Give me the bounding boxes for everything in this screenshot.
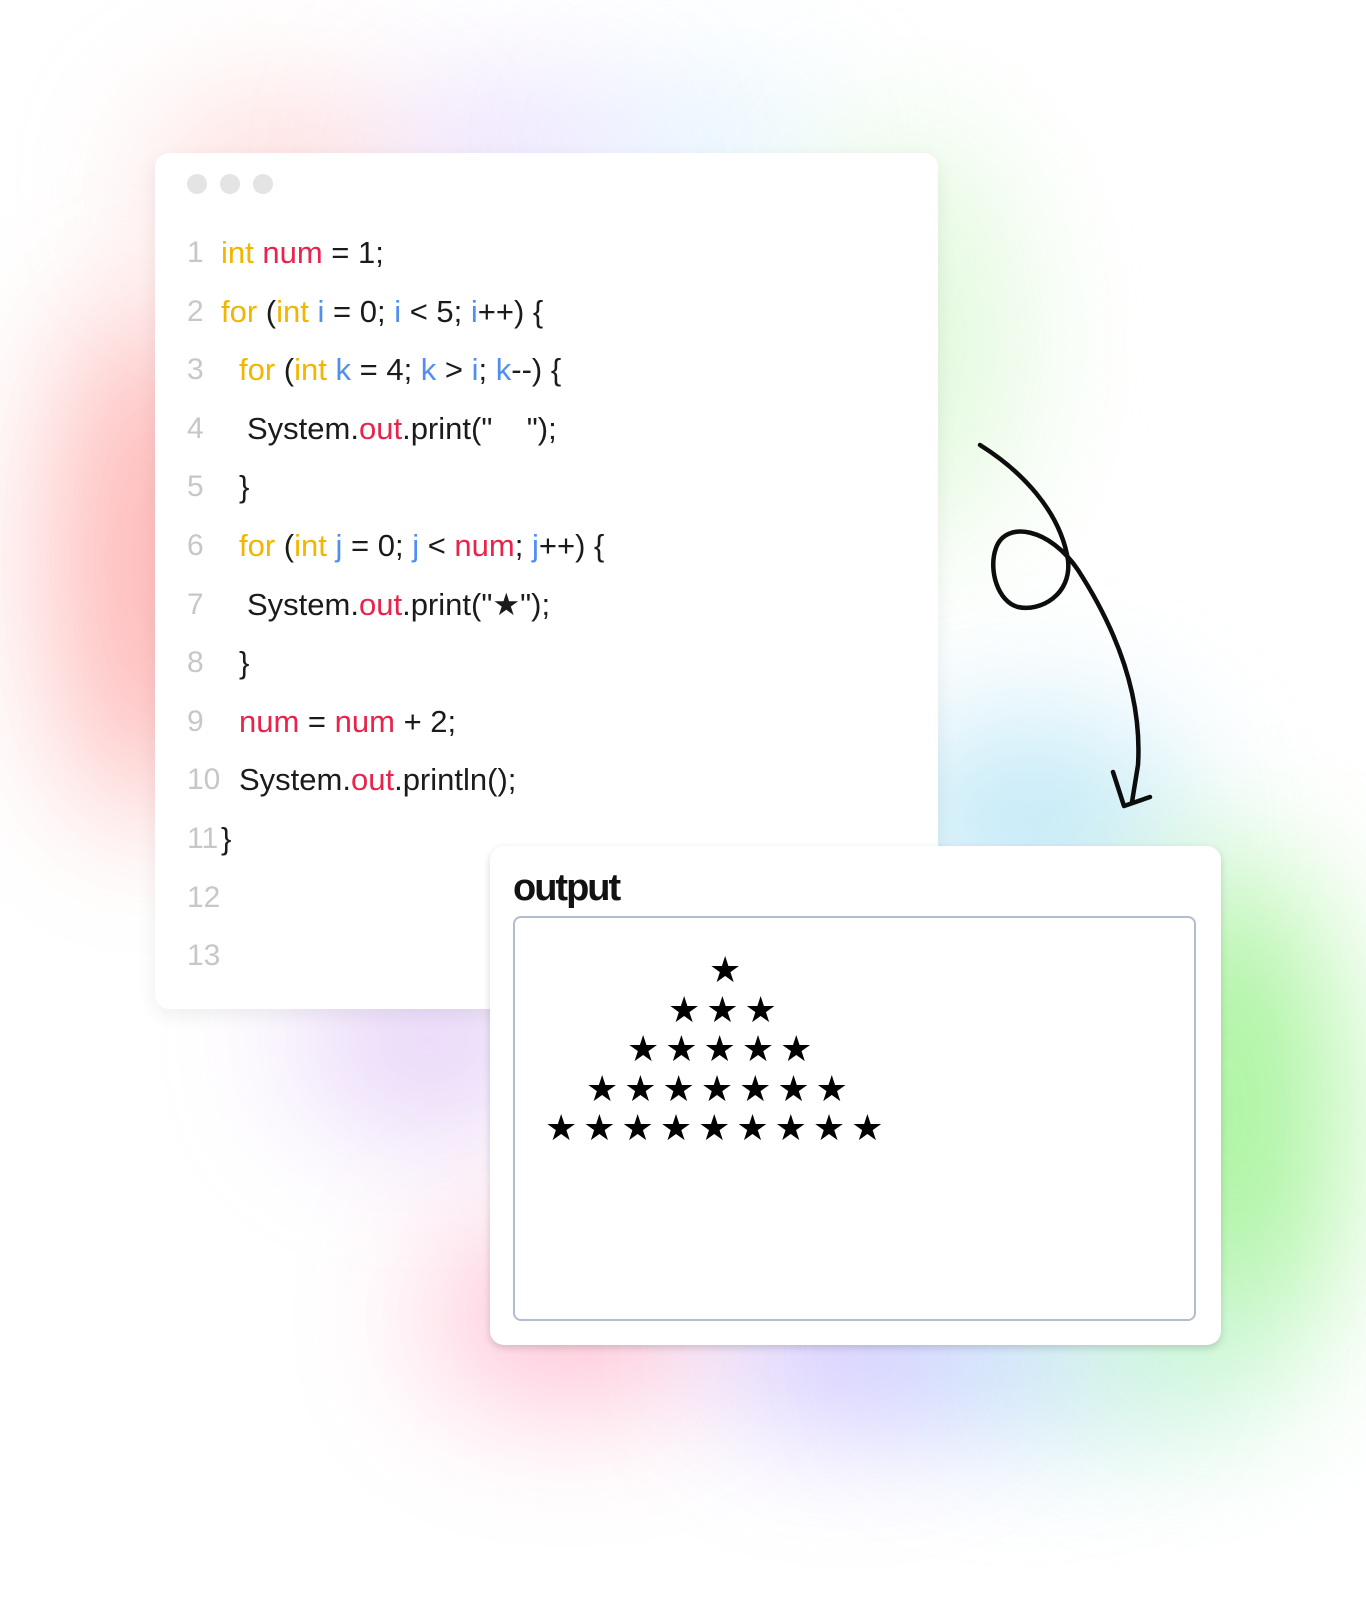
code-token: = 4;	[351, 352, 421, 388]
code-text: int num = 1;	[221, 233, 384, 273]
code-token: num	[262, 235, 323, 270]
window-dot-maximize[interactable]	[253, 174, 273, 194]
output-console: ★ ★★★ ★★★★★ ★★★★★★★ ★★★★★★★★★	[513, 916, 1196, 1321]
code-text: System.out.print("★");	[247, 585, 550, 625]
line-number: 11	[187, 822, 219, 855]
code-token: k	[420, 352, 437, 388]
code-token: + 2;	[394, 703, 457, 739]
code-token: =	[299, 703, 335, 739]
code-token: int	[294, 528, 327, 563]
code-text: num = num + 2;	[239, 702, 456, 742]
code-text: }	[239, 643, 249, 683]
code-token: j	[531, 528, 539, 563]
code-token: System.	[239, 762, 351, 798]
line-number: 2	[187, 294, 204, 328]
line-number: 5	[187, 470, 204, 504]
line-number: 6	[187, 529, 204, 562]
line-number: 12	[187, 880, 221, 914]
code-token: j	[412, 528, 420, 563]
line-number: 10	[187, 763, 221, 797]
code-token: >	[436, 352, 472, 388]
code-token: }	[239, 469, 250, 505]
line-number: 3	[187, 353, 204, 387]
code-text: for (int j = 0; j < num; j++) {	[239, 526, 604, 566]
output-title: output	[513, 867, 621, 909]
line-number: 7	[187, 587, 204, 621]
code-token: for	[221, 293, 258, 329]
code-text: }	[221, 819, 231, 859]
line-number: 4	[187, 411, 204, 445]
code-text: }	[239, 467, 249, 507]
line-number: 9	[187, 704, 204, 738]
star-row: ★	[709, 950, 748, 991]
code-token: ;	[514, 528, 532, 563]
code-token: out	[358, 586, 403, 622]
code-token: out	[358, 410, 403, 446]
code-token	[327, 528, 336, 563]
code-token: System.	[247, 410, 359, 446]
star-row: ★★★★★★★★★	[545, 1108, 890, 1149]
code-token: int	[221, 235, 254, 270]
code-token: (	[257, 293, 277, 329]
code-token: = 1;	[322, 235, 384, 270]
code-token: num	[334, 703, 395, 739]
code-token: i	[317, 293, 325, 329]
code-token: out	[350, 762, 395, 798]
code-token: --) {	[511, 352, 562, 388]
line-number: 1	[187, 236, 204, 269]
code-token: }	[221, 821, 232, 856]
code-token	[309, 294, 318, 329]
code-token: .println();	[394, 762, 517, 798]
code-token: ++) {	[538, 528, 605, 563]
code-text: for (int k = 4; k > i; k--) {	[239, 350, 561, 390]
code-token: int	[276, 293, 309, 329]
output-panel: output ★ ★★★ ★★★★★ ★★★★★★★ ★★★★★★★★★	[490, 846, 1221, 1345]
code-token: i	[470, 293, 478, 329]
code-text: for (int i = 0; i < 5; i++) {	[221, 292, 543, 332]
code-token: i	[394, 293, 402, 329]
line-number: 13	[187, 939, 221, 973]
window-dot-close[interactable]	[187, 174, 207, 194]
code-token: System.	[247, 586, 359, 622]
code-text: System.out.print(" ");	[247, 409, 557, 449]
code-token: .print(" ");	[402, 410, 557, 446]
code-token: for	[239, 352, 276, 388]
code-token: for	[239, 528, 276, 563]
star-row: ★★★★★	[627, 1029, 819, 1070]
code-token: < 5;	[401, 293, 471, 329]
code-token: num	[454, 528, 515, 563]
code-token: (	[275, 528, 295, 563]
star-row: ★★★	[668, 989, 783, 1031]
code-token: ++) {	[477, 293, 544, 329]
code-token: k	[335, 352, 352, 388]
code-token: = 0;	[324, 293, 395, 329]
window-dot-minimize[interactable]	[220, 174, 240, 194]
code-token: (	[275, 352, 295, 388]
code-token: <	[419, 528, 455, 563]
code-token: ;	[478, 352, 496, 388]
code-token: i	[471, 352, 479, 388]
code-token: .print("★");	[402, 586, 551, 622]
hand-drawn-loop-arrow-icon	[977, 442, 1153, 809]
code-token: }	[239, 645, 250, 681]
code-token: k	[495, 352, 512, 388]
code-token: j	[335, 528, 343, 563]
code-token	[327, 352, 336, 387]
code-token: = 0;	[342, 528, 413, 563]
code-token: int	[294, 352, 327, 388]
star-row: ★★★★★★★	[586, 1068, 854, 1110]
code-text: System.out.println();	[239, 760, 516, 800]
code-token: num	[239, 703, 300, 739]
line-number: 8	[187, 646, 204, 680]
